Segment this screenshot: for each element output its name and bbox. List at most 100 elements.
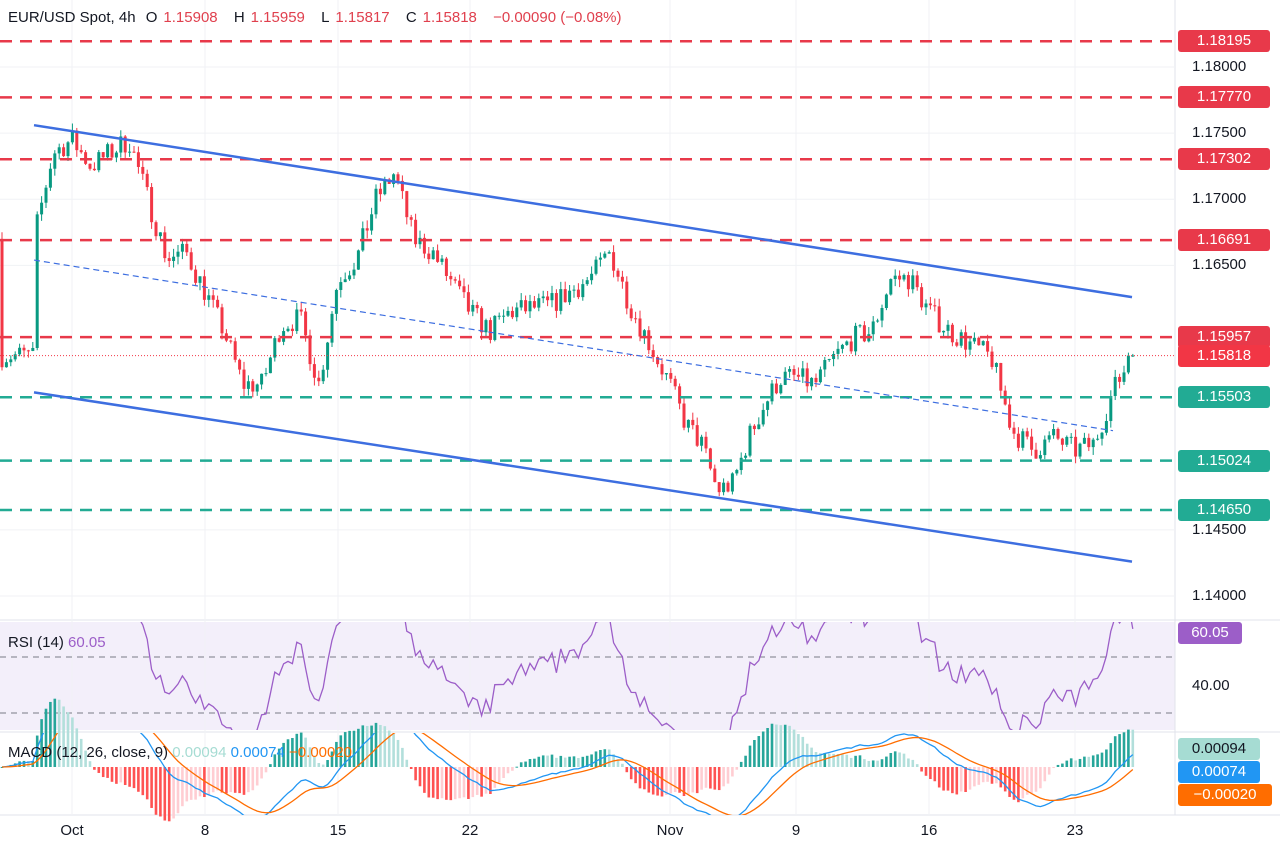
macd-histogram-bar <box>238 767 241 794</box>
candle-body <box>198 276 202 283</box>
macd-histogram-bar <box>374 722 378 767</box>
macd-histogram-bar <box>722 767 725 787</box>
candle-body <box>537 298 541 308</box>
candle-body <box>97 152 101 171</box>
candle-body <box>625 281 629 309</box>
macd-histogram-bar <box>885 756 888 767</box>
macd-histogram-bar <box>717 767 721 791</box>
macd-histogram-bar <box>251 767 255 791</box>
candle-body <box>229 340 233 342</box>
candle-body <box>981 341 985 346</box>
candle-body <box>708 448 712 469</box>
time-tick: Nov <box>656 822 684 839</box>
macd-histogram-bar <box>515 766 519 768</box>
macd-histogram-bar <box>999 767 1003 788</box>
macd-histogram-bar <box>1065 760 1069 767</box>
candle-body <box>1069 436 1073 438</box>
macd-histogram-bar <box>1109 743 1113 767</box>
macd-histogram-bar <box>387 730 391 767</box>
candle-body <box>911 275 915 290</box>
candle-body <box>1047 435 1051 440</box>
candle-body <box>664 373 668 375</box>
macd-histogram-bar <box>458 767 461 799</box>
macd-histogram-bar <box>348 730 351 767</box>
candle-body <box>990 351 994 367</box>
macd-histogram-bar <box>93 767 96 770</box>
macd-histogram-bar <box>713 767 717 790</box>
macd-histogram-bar <box>62 706 65 767</box>
candle-body <box>145 173 149 188</box>
candle-body <box>713 468 717 483</box>
candle-body <box>977 337 981 346</box>
macd-histogram-bar <box>748 745 752 767</box>
macd-histogram-bar <box>673 767 677 793</box>
candle-body <box>937 306 941 333</box>
candle-body <box>862 325 866 342</box>
macd-histogram-bar <box>519 762 523 767</box>
candle-body <box>889 279 893 295</box>
macd-histogram-bar <box>550 754 554 767</box>
candle-body <box>62 147 66 157</box>
macd-histogram-bar <box>946 767 950 791</box>
macd-histogram-bar <box>286 739 290 767</box>
macd-histogram-bar <box>181 767 184 807</box>
candle-body <box>515 307 519 318</box>
candle-body <box>845 341 849 345</box>
candle-body <box>136 152 140 167</box>
candle-body <box>717 482 721 493</box>
macd-histogram-bar <box>1008 767 1011 797</box>
macd-histogram-bar <box>203 767 206 798</box>
macd-histogram-bar <box>1039 767 1042 789</box>
candle-body <box>959 332 963 346</box>
candle-body <box>400 180 404 192</box>
candle-body <box>568 290 572 303</box>
candle-body <box>950 324 954 343</box>
macd-histogram-bar <box>757 736 761 767</box>
macd-histogram-bar <box>440 767 444 799</box>
candle-body <box>13 354 17 360</box>
macd-histogram-bar <box>854 755 857 767</box>
candle-body <box>752 425 756 430</box>
candle-body <box>722 482 726 493</box>
macd-histogram-bar <box>651 767 655 795</box>
macd-histogram-bar <box>497 767 501 783</box>
macd-histogram-bar <box>1030 767 1033 794</box>
rsi-legend[interactable]: RSI (14) 60.05 <box>8 634 106 651</box>
macd-histogram-bar <box>506 767 510 774</box>
macd-histogram-bar <box>770 723 774 767</box>
candle-body <box>475 304 479 309</box>
macd-histogram-bar <box>128 767 131 787</box>
candle-body <box>18 347 22 355</box>
macd-histogram-bar <box>678 767 681 793</box>
candle-body <box>167 258 171 261</box>
macd-histogram-bar <box>418 767 422 787</box>
macd-histogram-bar <box>779 725 783 767</box>
candle-body <box>1118 376 1122 382</box>
macd-histogram-bar <box>326 760 329 767</box>
macd-histogram-bar <box>849 757 853 767</box>
price-tick: 1.18000 <box>1192 58 1247 75</box>
candle-body <box>854 325 858 352</box>
macd-histogram-bar <box>401 747 404 767</box>
candle-body <box>695 425 699 446</box>
symbol-title[interactable]: EUR/USD Spot, 4h <box>8 9 136 26</box>
macd-histogram-bar <box>211 767 215 793</box>
level-badge: 1.17770 <box>1178 86 1270 109</box>
candle-body <box>779 384 783 394</box>
candle-body <box>22 347 26 351</box>
macd-signal-line <box>1 733 1134 815</box>
macd-histogram-bar <box>216 767 219 791</box>
candle-body <box>682 403 686 428</box>
macd-legend[interactable]: MACD (12, 26, close, 9) 0.00094 0.00074 … <box>8 744 353 761</box>
candle-body <box>735 470 739 474</box>
macd-histogram-bar <box>669 767 673 794</box>
macd-histogram-bar <box>951 767 954 794</box>
candle-body <box>128 151 132 153</box>
candle-body <box>119 136 123 153</box>
macd-histogram-bar <box>194 767 197 800</box>
candle-body <box>506 310 510 316</box>
candle-body <box>541 296 545 299</box>
macd-histogram-bar <box>537 756 541 767</box>
macd-histogram-bar <box>304 737 307 767</box>
